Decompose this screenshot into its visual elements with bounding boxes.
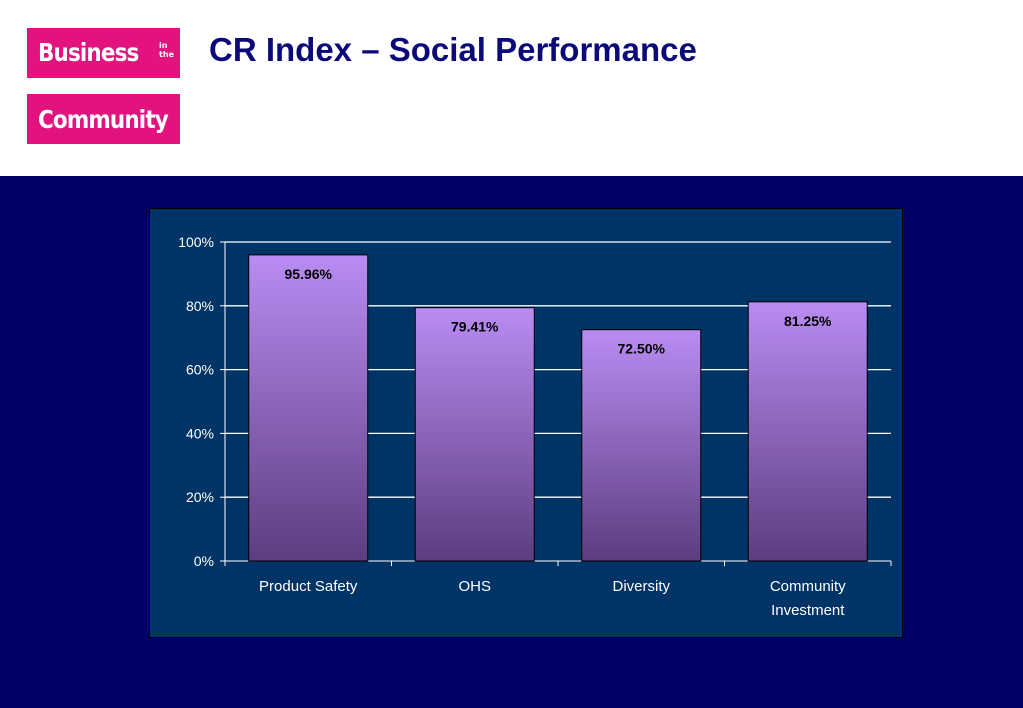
- bar: [414, 307, 535, 562]
- y-tick-label: 100%: [178, 234, 214, 250]
- x-tick-label: Diversity: [612, 578, 670, 595]
- y-tick-label: 0%: [194, 553, 214, 569]
- x-tick-label: OHS: [458, 578, 491, 595]
- chart-frame: 0% 20% 40% 60% 80% 100% 95.96% Product Safety 79…: [149, 208, 903, 638]
- y-tick-label: 60%: [186, 362, 214, 378]
- data-label: 95.96%: [285, 266, 333, 282]
- bar: [581, 329, 702, 562]
- logo-word-business: Business: [38, 38, 139, 67]
- data-label: 79.41%: [451, 319, 499, 335]
- x-tick-label: Community: [770, 578, 846, 595]
- bar: [747, 301, 868, 562]
- bar-chart: 0% 20% 40% 60% 80% 100% 95.96% Product Safety 79…: [178, 234, 892, 619]
- y-tick-label: 20%: [186, 489, 214, 505]
- y-tick-label: 80%: [186, 298, 214, 314]
- logo-in-the: in the: [159, 41, 174, 59]
- logo-business: Business in the: [27, 28, 180, 78]
- x-tick-label: Investment: [771, 602, 845, 619]
- logo-word-community: Community: [38, 105, 169, 134]
- logo-community: Community: [27, 94, 180, 144]
- data-label: 72.50%: [618, 341, 666, 357]
- y-tick-label: 40%: [186, 425, 214, 441]
- page-title: CR Index – Social Performance: [209, 31, 697, 68]
- data-label: 81.25%: [784, 313, 832, 329]
- bar: [248, 254, 369, 562]
- x-tick-label: Product Safety: [259, 578, 358, 595]
